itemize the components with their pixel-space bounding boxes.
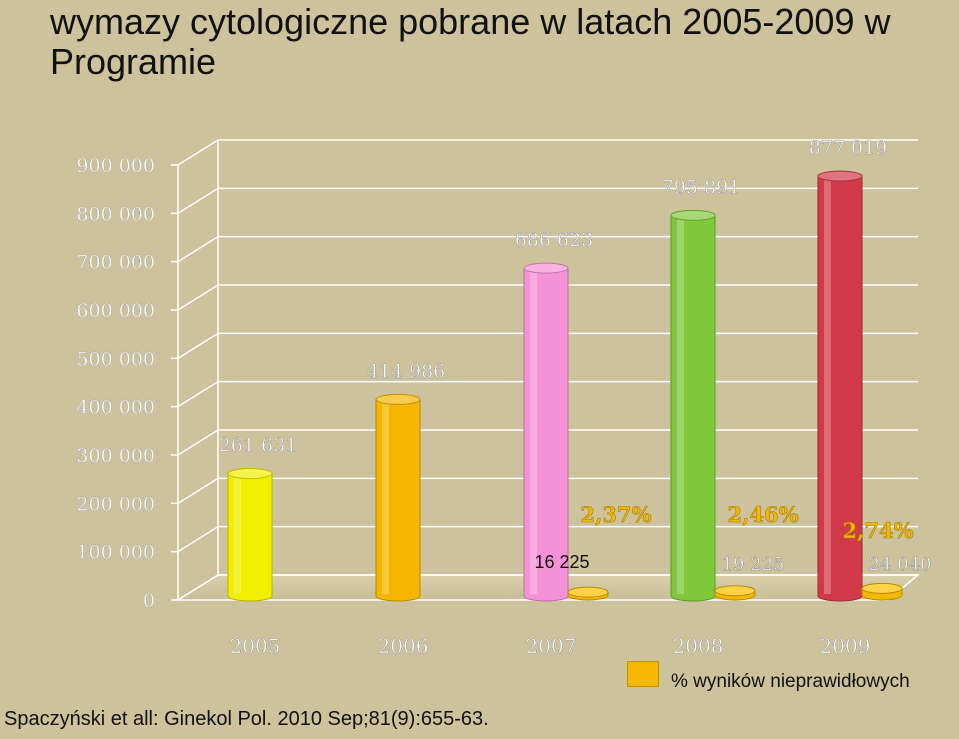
gridline-diagonal — [177, 381, 219, 408]
bar-top — [375, 393, 421, 405]
x-tick-label: 2006 — [378, 634, 429, 658]
y-tick-label: 700 000 — [76, 252, 155, 274]
sub-bar-top — [567, 586, 609, 598]
percent-label: 2,46% — [727, 502, 798, 527]
gridline-diagonal — [177, 574, 219, 601]
y-tick-label: 400 000 — [76, 397, 155, 419]
x-tick-label: 2008 — [673, 634, 724, 658]
legend-label: % wyników nieprawidłowych — [671, 671, 910, 692]
x-tick-label: 2009 — [820, 634, 871, 658]
y-tick-label: 800 000 — [76, 203, 155, 225]
bar-highlight — [530, 270, 537, 594]
sub-bar-value-label: 16 225 — [534, 552, 589, 572]
bar-value-label: 261 631 — [219, 435, 298, 457]
gridline-diagonal — [177, 187, 219, 214]
bar-highlight — [677, 217, 684, 595]
y-tick-label: 200 000 — [76, 493, 155, 515]
gridline-diagonal — [177, 236, 219, 263]
y-tick-label: 900 000 — [76, 155, 155, 177]
bar-top — [227, 468, 273, 480]
gridline-diagonal — [177, 477, 219, 504]
gridline-diagonal — [177, 284, 219, 311]
legend-swatch — [627, 661, 659, 687]
y-tick-label: 500 000 — [76, 348, 155, 370]
bar-top — [670, 209, 716, 221]
sub-bar-value-label: 19 225 — [722, 554, 785, 575]
bar-value-label: 877 019 — [809, 137, 888, 159]
legend: % wyników nieprawidłowych — [627, 661, 910, 693]
bar-highlight — [234, 475, 241, 594]
citation: Spaczyński et all: Ginekol Pol. 2010 Sep… — [4, 708, 489, 730]
bar-top — [523, 262, 569, 274]
y-tick-label: 600 000 — [76, 300, 155, 322]
bar-value-label: 795 891 — [662, 176, 741, 198]
y-tick-label: 300 000 — [76, 445, 155, 467]
y-tick-label: 100 000 — [76, 542, 155, 564]
percent-label: 2,37% — [580, 502, 651, 527]
sub-bar-value-label: 24 040 — [869, 554, 932, 575]
bar-highlight — [382, 401, 389, 594]
sub-bar-top — [714, 585, 756, 597]
bar-highlight — [824, 178, 831, 594]
gridline-diagonal — [177, 332, 219, 359]
slide-title: wymazy cytologiczne pobrane w latach 200… — [50, 1, 891, 82]
bar-top — [817, 170, 863, 182]
percent-label: 2,74% — [842, 518, 913, 543]
x-tick-label: 2007 — [526, 634, 577, 658]
gridline-diagonal — [177, 429, 219, 456]
gridline-diagonal — [177, 139, 219, 166]
sub-bar-top — [861, 582, 903, 594]
gridline-diagonal — [177, 526, 219, 553]
bar-value-label: 414 986 — [367, 360, 446, 382]
y-tick-label: 0 — [143, 590, 155, 612]
x-tick-label: 2005 — [230, 634, 281, 658]
bar-value-label: 686 623 — [515, 229, 594, 251]
